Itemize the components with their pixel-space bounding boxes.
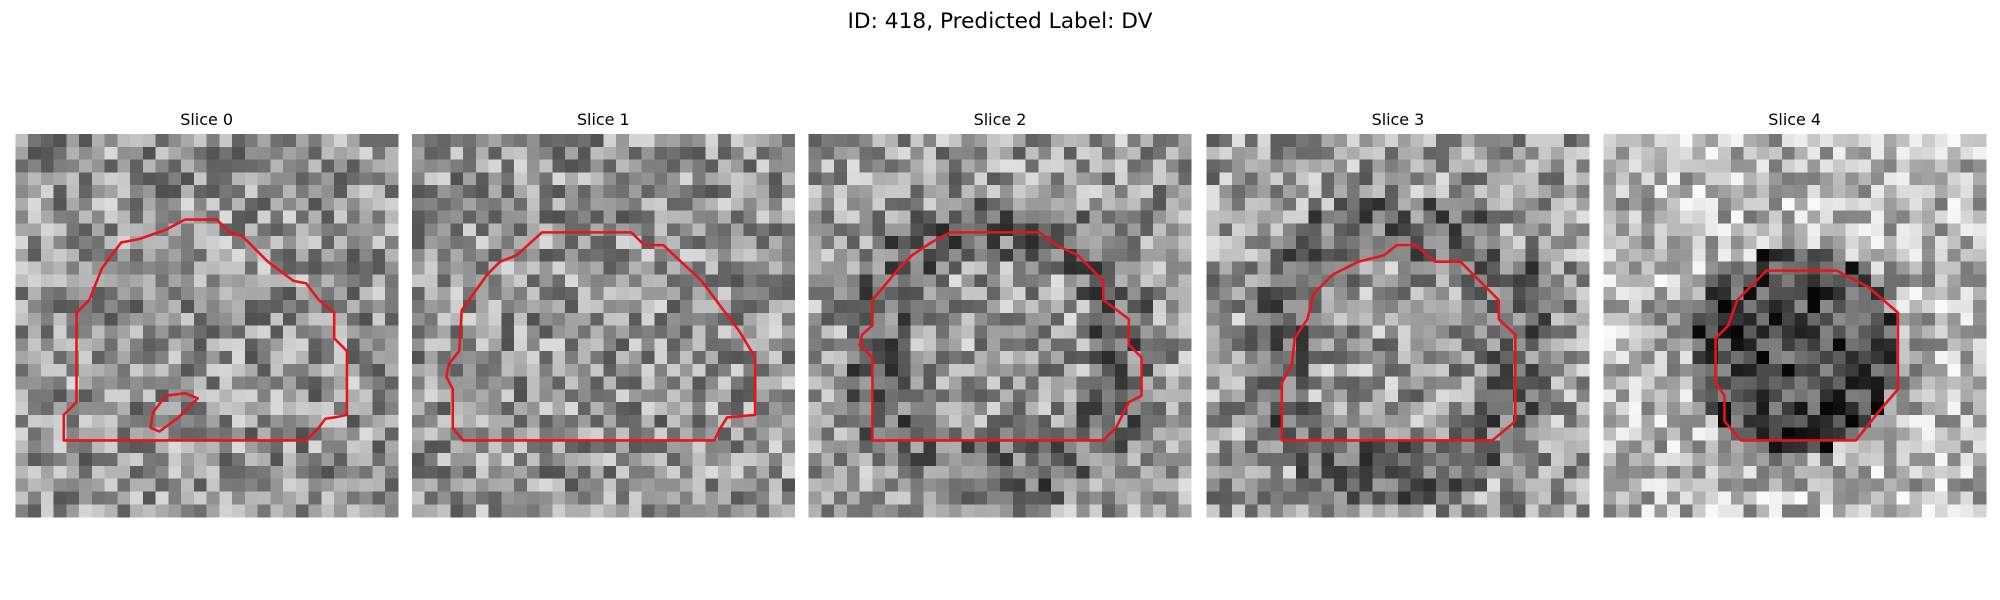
slice-image: [808, 134, 1192, 518]
slice-image: [1603, 134, 1987, 518]
slice-image: [411, 134, 796, 518]
slice-panel: Slice 0: [15, 110, 399, 518]
slice-image: [15, 134, 399, 518]
contour: [1714, 269, 1900, 442]
slice-panel: Slice 4: [1603, 110, 1987, 518]
contour: [445, 231, 757, 442]
slice-panel: Slice 2: [808, 110, 1192, 518]
contour: [149, 391, 199, 433]
slice-title: Slice 4: [1768, 110, 1821, 129]
slice-title: Slice 2: [974, 110, 1027, 129]
slice-panel: Slice 3: [1206, 110, 1590, 518]
slice-title: Slice 1: [577, 110, 630, 129]
figure-title: ID: 418, Predicted Label: DV: [848, 9, 1153, 34]
slice-title: Slice 3: [1372, 110, 1425, 129]
contour: [858, 231, 1143, 442]
contour: [1280, 243, 1517, 442]
contour: [62, 218, 349, 442]
slice-image: [1206, 134, 1590, 518]
slice-panel: Slice 1: [411, 110, 796, 518]
slice-title: Slice 0: [180, 110, 233, 129]
